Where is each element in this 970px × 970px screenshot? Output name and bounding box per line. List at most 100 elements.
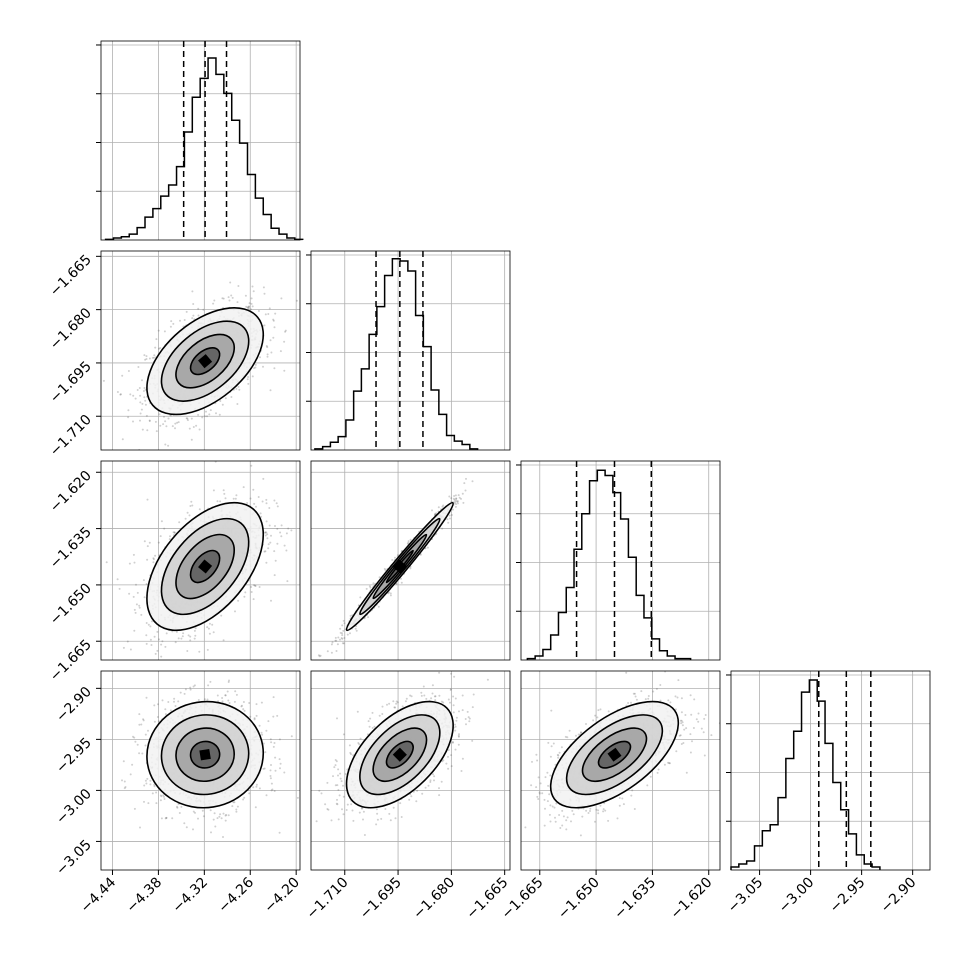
sample-point — [252, 290, 255, 293]
sample-point — [278, 738, 281, 741]
sample-point — [262, 767, 265, 770]
sample-point — [144, 358, 147, 361]
sample-point — [265, 561, 268, 564]
sample-point — [419, 553, 422, 556]
sample-point — [144, 733, 147, 736]
sample-point — [186, 650, 189, 652]
sample-point — [266, 346, 269, 349]
sample-point — [248, 702, 251, 704]
sample-point — [243, 796, 246, 799]
sample-point — [262, 742, 265, 745]
sample-point — [266, 355, 269, 358]
sample-point — [283, 340, 286, 343]
sample-point — [153, 635, 156, 638]
sample-point — [132, 420, 134, 423]
sample-point — [295, 299, 298, 302]
sample-point — [174, 422, 177, 425]
sample-point — [335, 650, 338, 652]
sample-point — [250, 591, 253, 593]
sample-point — [255, 714, 258, 717]
sample-point — [156, 716, 159, 718]
sample-point — [188, 427, 191, 430]
sample-point — [129, 393, 132, 396]
sample-point — [158, 347, 160, 350]
sample-point — [194, 627, 197, 630]
sample-point — [218, 815, 221, 818]
sample-point — [135, 583, 137, 586]
sample-point — [258, 787, 261, 790]
sample-point — [156, 649, 159, 652]
sample-point — [227, 814, 230, 817]
sample-point — [242, 486, 245, 489]
sample-point — [471, 480, 474, 483]
sample-point — [265, 498, 268, 501]
sample-point — [209, 809, 212, 812]
sample-point — [149, 783, 152, 786]
sample-point — [241, 704, 243, 707]
sample-point — [122, 646, 125, 649]
sample-point — [261, 500, 264, 503]
sample-point — [258, 724, 261, 727]
sample-point — [228, 679, 230, 682]
sample-point — [447, 521, 450, 524]
sample-point — [233, 801, 236, 804]
sample-point — [176, 421, 179, 424]
sample-point — [146, 777, 149, 780]
sample-point — [224, 397, 227, 400]
sample-point — [153, 720, 156, 723]
sample-point — [154, 554, 157, 557]
sample-point — [452, 497, 455, 500]
sample-point — [270, 789, 273, 792]
sample-point — [190, 417, 193, 420]
sample-point — [151, 792, 154, 795]
sample-point — [144, 399, 147, 402]
sample-point — [128, 562, 131, 565]
sample-point — [296, 796, 299, 799]
sample-point — [274, 525, 276, 527]
sample-point — [265, 794, 268, 797]
sample-point — [212, 818, 215, 821]
sample-point — [235, 808, 238, 811]
sample-point — [155, 802, 158, 805]
sample-point — [248, 792, 251, 795]
sample-point — [446, 518, 449, 521]
sample-point — [139, 412, 142, 415]
sample-point — [208, 632, 211, 635]
sample-point — [179, 691, 182, 694]
sample-point — [383, 567, 386, 570]
sample-point — [264, 534, 267, 537]
sample-point — [153, 785, 156, 788]
sample-point — [259, 512, 262, 515]
sample-point — [229, 281, 232, 284]
sample-point — [254, 363, 257, 366]
sample-point — [227, 681, 230, 683]
sample-point — [249, 715, 252, 718]
sample-point — [123, 787, 126, 790]
sample-point — [266, 533, 269, 536]
sample-point — [455, 497, 458, 500]
sample-point — [121, 779, 123, 782]
sample-point — [257, 496, 260, 498]
sample-point — [266, 353, 269, 356]
sample-point — [234, 610, 236, 613]
sample-point — [250, 586, 253, 588]
sample-point — [248, 302, 251, 305]
sample-point — [247, 307, 250, 310]
sample-point — [326, 650, 329, 653]
sample-point — [235, 693, 238, 696]
sample-point — [460, 497, 462, 500]
sample-point — [124, 786, 127, 788]
sample-point — [138, 713, 141, 716]
sample-point — [208, 622, 211, 625]
sample-point — [174, 427, 176, 430]
sample-point — [222, 639, 225, 642]
sample-point — [221, 403, 224, 406]
sample-point — [162, 794, 165, 797]
sample-point — [152, 561, 155, 564]
sample-point — [143, 387, 146, 389]
sample-point — [216, 694, 219, 697]
sample-point — [254, 366, 257, 369]
sample-point — [193, 684, 196, 687]
sample-point — [212, 489, 215, 492]
sample-point — [265, 520, 268, 523]
